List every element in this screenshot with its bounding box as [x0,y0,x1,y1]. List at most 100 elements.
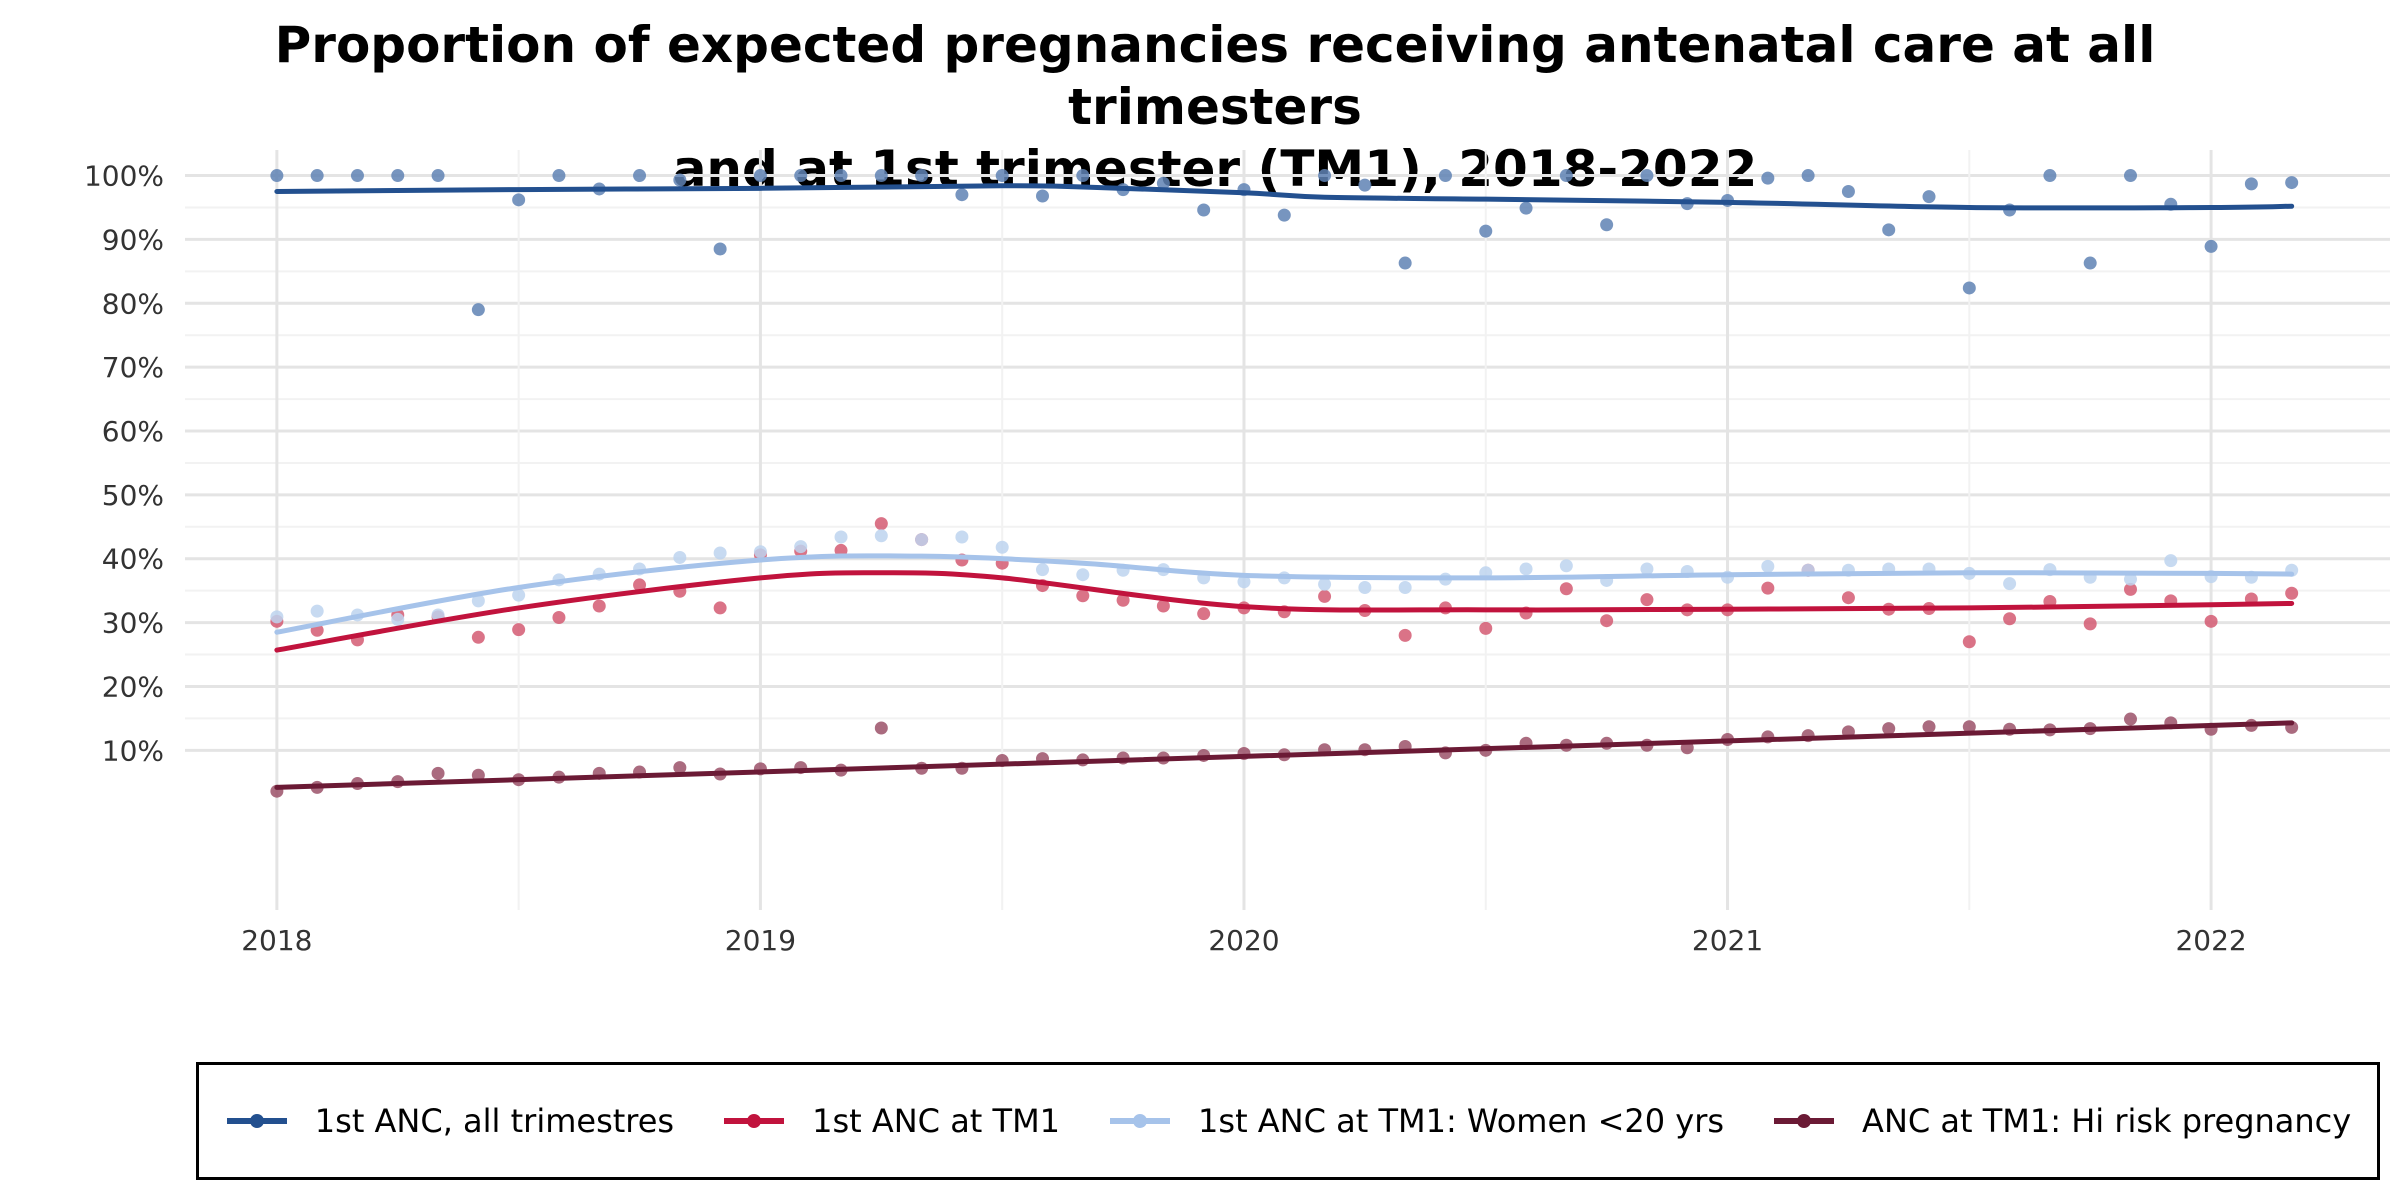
data-point-all-trimestres [1398,256,1412,270]
data-point-tm1 [2285,586,2299,600]
x-tick-label: 2020 [1208,924,1279,957]
legend-item-women-under-20: 1st ANC at TM1: Women <20 yrs [1108,1102,1724,1140]
data-point-all-trimestres [955,188,969,202]
data-point-all-trimestres [1358,178,1372,192]
legend-key-hi-risk [1774,1114,1835,1128]
y-tick-label: 50% [102,479,164,512]
data-point-all-trimestres [2083,256,2097,270]
data-point-all-trimestres [270,169,284,183]
data-point-tm1 [633,578,647,592]
data-point-tm1 [1479,621,1493,635]
y-tick-label: 40% [102,543,164,576]
data-point-all-trimestres [874,169,888,183]
legend-key-all-trimestres [226,1114,287,1128]
y-tick-label: 20% [102,670,164,703]
data-point-women-under-20 [794,540,808,554]
data-point-all-trimestres [350,169,364,183]
data-point-women-under-20 [713,546,727,560]
data-point-women-under-20 [1036,563,1049,577]
data-point-hi-risk [431,766,445,780]
data-point-hi-risk [1922,720,1936,734]
data-point-all-trimestres [1600,218,1614,232]
data-point-tm1 [471,630,485,644]
data-point-all-trimestres [1479,224,1493,238]
data-point-all-trimestres [1076,169,1090,183]
data-point-all-trimestres [431,169,445,183]
data-point-tm1 [1640,593,1654,607]
series-points-all-trimestres [270,169,2299,317]
y-tick-label: 70% [102,351,164,384]
data-point-all-trimestres [1882,223,1896,237]
x-tick-label: 2021 [1692,924,1763,957]
data-point-all-trimestres [1519,201,1533,215]
data-point-tm1 [2204,614,2218,628]
data-point-all-trimestres [310,169,324,183]
data-point-tm1 [1761,581,1775,595]
chart-title-line-1: Proportion of expected pregnancies recei… [274,16,2156,136]
legend-item-all-trimestres: 1st ANC, all trimestres [225,1102,674,1140]
data-point-all-trimestres [1841,185,1855,199]
trend-line-tm1 [274,570,2295,653]
data-point-women-under-20 [673,550,687,564]
data-point-all-trimestres [2244,177,2258,191]
data-point-all-trimestres [713,242,727,256]
data-point-all-trimestres [2285,176,2299,190]
data-point-hi-risk [2123,712,2137,726]
data-point-tm1 [1156,599,1170,613]
data-point-women-under-20 [1398,580,1412,594]
data-point-all-trimestres [1318,169,1332,183]
data-point-all-trimestres [1962,281,1976,295]
data-point-tm1 [1197,607,1211,621]
data-point-tm1 [874,517,888,531]
data-point-tm1 [1559,582,1573,596]
y-tick-label: 80% [102,287,164,320]
data-point-women-under-20 [834,530,848,544]
legend-label-hi-risk: ANC at TM1: Hi risk pregnancy [1862,1102,2352,1140]
data-point-tm1 [2003,612,2017,626]
data-point-women-under-20 [1761,559,1775,573]
x-axis-tick-labels: 2018 2019 2020 2021 2022 [241,924,2246,957]
data-point-all-trimestres [633,169,647,183]
data-points [270,169,2299,798]
data-point-all-trimestres [995,169,1009,183]
plot-area: 10% 20% 30% 40% 50% 60% 70% 80% 90% 100% 2018 2019… [84,150,2390,957]
legend-item-tm1: 1st ANC at TM1 [722,1102,1060,1140]
data-point-tm1 [713,601,727,615]
data-point-all-trimestres [391,169,405,183]
y-tick-label: 100% [84,160,164,193]
data-point-women-under-20 [1076,568,1090,582]
trend-line-women-under-20 [274,553,2295,635]
data-point-all-trimestres [512,193,526,207]
x-tick-label: 2019 [725,924,796,957]
data-point-all-trimestres [673,173,687,187]
legend-key-tm1 [724,1114,785,1128]
y-tick-label: 10% [102,734,164,767]
data-point-women-under-20 [915,533,929,547]
data-point-all-trimestres [552,169,566,183]
data-point-all-trimestres [1036,189,1049,203]
data-point-tm1 [1318,589,1332,603]
legend: 1st ANC, all trimestres 1st ANC at TM1 1… [196,1062,2380,1180]
data-point-all-trimestres [2043,169,2057,183]
data-point-all-trimestres [1801,169,1815,183]
data-point-tm1 [512,623,526,637]
data-point-tm1 [1076,589,1090,603]
data-point-all-trimestres [1197,203,1211,217]
x-tick-label: 2022 [2175,924,2246,957]
data-point-tm1 [1962,635,1976,649]
data-point-all-trimestres [1559,169,1573,183]
trend-line-hi-risk [274,720,2295,790]
data-point-women-under-20 [310,604,324,618]
data-point-all-trimestres [1277,208,1291,222]
data-point-all-trimestres [471,303,485,317]
data-point-women-under-20 [2164,554,2178,568]
legend-label-all-trimestres: 1st ANC, all trimestres [314,1102,675,1140]
chart-title: Proportion of expected pregnancies recei… [200,14,2230,200]
y-tick-label: 30% [102,607,164,640]
data-point-women-under-20 [1559,559,1573,573]
data-point-tm1 [1116,593,1130,607]
y-tick-label: 90% [102,223,164,256]
data-point-women-under-20 [2003,577,2017,591]
data-point-women-under-20 [955,530,969,544]
